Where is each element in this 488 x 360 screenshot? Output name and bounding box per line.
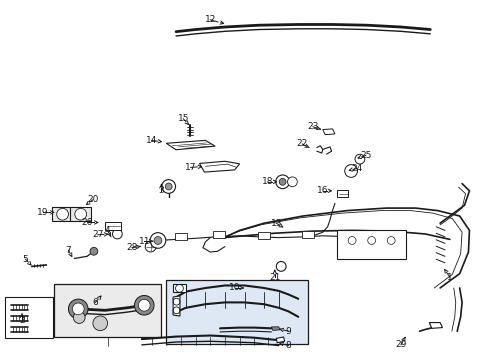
Circle shape bbox=[162, 180, 175, 193]
Circle shape bbox=[165, 183, 172, 190]
Text: 25: 25 bbox=[359, 151, 371, 160]
Circle shape bbox=[276, 261, 285, 271]
Bar bbox=[213, 231, 224, 238]
Circle shape bbox=[73, 312, 85, 323]
Text: 16: 16 bbox=[316, 186, 328, 195]
Polygon shape bbox=[166, 140, 215, 150]
Text: 18: 18 bbox=[262, 177, 273, 186]
Bar bbox=[52, 207, 73, 221]
Circle shape bbox=[344, 165, 357, 177]
Bar bbox=[70, 207, 91, 221]
Circle shape bbox=[138, 300, 150, 311]
Text: 20: 20 bbox=[87, 195, 99, 204]
Circle shape bbox=[72, 303, 84, 315]
Circle shape bbox=[57, 208, 68, 220]
Text: 28: 28 bbox=[126, 243, 138, 252]
Circle shape bbox=[68, 299, 88, 319]
Polygon shape bbox=[337, 190, 347, 197]
Text: 22: 22 bbox=[296, 139, 307, 148]
Text: 3: 3 bbox=[158, 186, 164, 195]
Polygon shape bbox=[199, 161, 239, 172]
Polygon shape bbox=[271, 327, 280, 330]
Text: 7: 7 bbox=[65, 246, 71, 255]
Text: 19: 19 bbox=[37, 208, 49, 217]
Text: 23: 23 bbox=[306, 122, 318, 131]
Text: 26: 26 bbox=[81, 218, 93, 227]
Circle shape bbox=[279, 178, 285, 185]
Text: 10: 10 bbox=[228, 284, 240, 292]
Circle shape bbox=[150, 233, 165, 248]
Circle shape bbox=[75, 208, 86, 220]
Circle shape bbox=[154, 237, 162, 244]
Text: 12: 12 bbox=[204, 15, 216, 24]
Text: 27: 27 bbox=[92, 230, 103, 239]
Polygon shape bbox=[428, 323, 442, 328]
Text: 2: 2 bbox=[19, 316, 25, 325]
Bar bbox=[5, 297, 53, 338]
Bar bbox=[166, 280, 307, 344]
Circle shape bbox=[275, 175, 289, 189]
Text: 15: 15 bbox=[177, 114, 189, 123]
Polygon shape bbox=[322, 129, 334, 135]
Circle shape bbox=[287, 177, 297, 187]
Text: 11: 11 bbox=[138, 237, 150, 246]
Text: 29: 29 bbox=[394, 341, 406, 349]
Circle shape bbox=[134, 296, 154, 315]
Bar bbox=[302, 231, 313, 238]
Bar bbox=[175, 233, 186, 240]
Polygon shape bbox=[337, 230, 405, 259]
Circle shape bbox=[90, 247, 98, 255]
Text: 24: 24 bbox=[350, 164, 362, 173]
Circle shape bbox=[93, 316, 107, 330]
Text: 4: 4 bbox=[104, 226, 110, 235]
Text: 8: 8 bbox=[285, 341, 291, 350]
Bar bbox=[258, 232, 269, 239]
Bar bbox=[54, 284, 161, 337]
Polygon shape bbox=[173, 296, 180, 316]
Text: 6: 6 bbox=[92, 298, 98, 307]
Bar bbox=[105, 222, 121, 230]
Text: 5: 5 bbox=[22, 255, 28, 264]
Polygon shape bbox=[276, 337, 284, 343]
Text: 17: 17 bbox=[184, 163, 196, 172]
Text: 21: 21 bbox=[268, 273, 280, 282]
Text: 1: 1 bbox=[446, 273, 452, 282]
Polygon shape bbox=[173, 284, 185, 292]
Text: 13: 13 bbox=[270, 219, 282, 228]
Text: 14: 14 bbox=[145, 136, 157, 145]
Text: 9: 9 bbox=[285, 327, 291, 336]
